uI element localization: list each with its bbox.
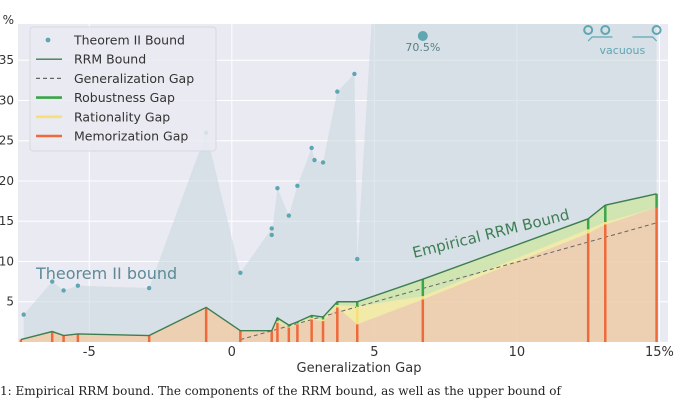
y-tick-label: %: [3, 13, 14, 27]
legend-memorization-gap-label: Memorization Gap: [74, 129, 188, 144]
x-axis-label: Generalization Gap: [297, 361, 422, 376]
y-tick-label: 10: [0, 254, 14, 268]
y-tick-label: 5: [6, 295, 14, 309]
theorem-bound-point: [61, 288, 66, 293]
legend-theorem-ii-bound-swatch: [45, 37, 51, 43]
rrm-bound-line: [20, 193, 657, 341]
vacuous-label: vacuous: [600, 44, 646, 57]
x-tick-label: 0: [228, 345, 236, 360]
vacuous-point: [600, 25, 611, 35]
theorem-bound-point: [295, 183, 300, 189]
theorem-bound-point: [352, 71, 357, 77]
legend-box: [29, 26, 217, 152]
figure-caption: 1: Empirical RRM bound. The components o…: [0, 384, 561, 398]
off-scale-value-label: 70.5%: [405, 41, 440, 54]
theorem-bound-point: [320, 160, 326, 165]
y-tick-label: 35: [0, 53, 14, 67]
theorem-bound-point: [146, 285, 152, 291]
x-tick-label: 15%: [645, 345, 674, 360]
vacuous-point: [583, 25, 594, 35]
vacuous-bracket: [587, 36, 658, 42]
legend-rationality-gap-label: Rationality Gap: [74, 109, 170, 124]
legend: Theorem II Bound RRM Bound Generalization …: [29, 26, 217, 152]
y-tick-label: 30: [0, 93, 14, 107]
y-tick-label: 15: [0, 214, 14, 228]
theorem-region-label: Theorem II bound: [35, 264, 177, 283]
theorem-bound-point: [309, 145, 314, 151]
theorem-bound-point: [269, 232, 274, 238]
theorem-bound-point: [50, 279, 55, 284]
theorem-bound-point: [335, 89, 340, 94]
theorem-bound-point: [355, 256, 360, 262]
off-scale-point: [417, 31, 428, 41]
x-tick-label: 10: [509, 345, 526, 360]
legend-theorem-ii-bound-label: Theorem II Bound: [73, 33, 185, 48]
legend-generalization-gap-label: Generalization Gap: [74, 71, 194, 86]
legend-rrm-bound-label: RRM Bound: [74, 52, 146, 67]
y-tick-label: 25: [0, 134, 14, 148]
memorization-area: [20, 207, 657, 342]
x-tick-label: -5: [83, 345, 96, 360]
theorem-bound-point: [238, 270, 243, 275]
theorem-bound-point: [312, 157, 317, 163]
theorem-bound-point: [75, 283, 81, 288]
legend-robustness-gap-label: Robustness Gap: [74, 90, 175, 105]
theorem-bound-point: [21, 312, 26, 317]
theorem-bound-point: [286, 213, 292, 218]
y-tick-label: 20: [0, 174, 14, 188]
vacuous-point: [651, 25, 662, 35]
x-tick-label: 5: [370, 345, 378, 360]
theorem-bound-point: [269, 226, 274, 231]
theorem-bound-point: [275, 186, 280, 191]
